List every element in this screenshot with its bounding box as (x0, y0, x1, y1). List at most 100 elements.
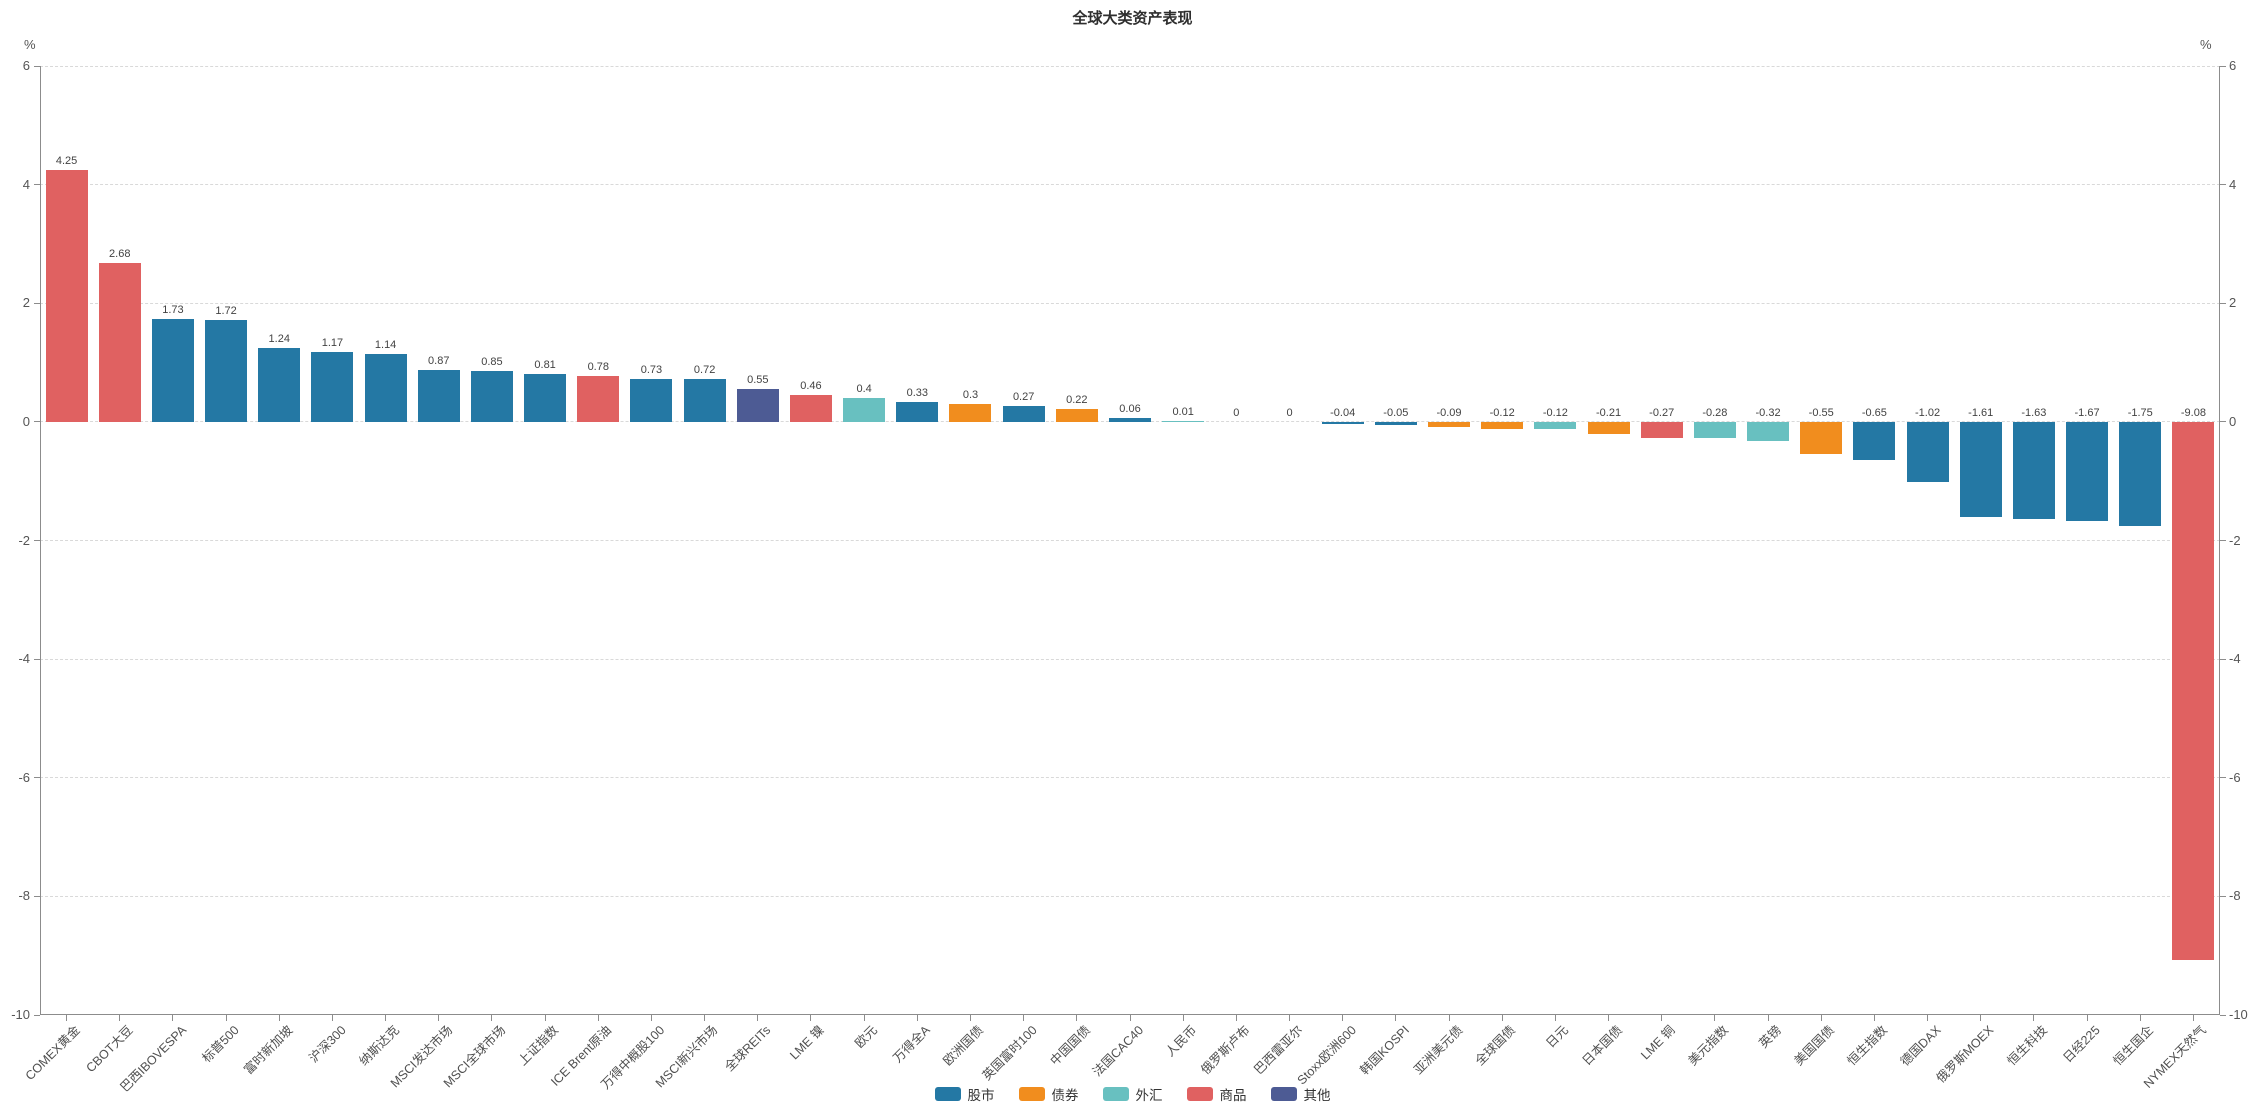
x-axis-tick (544, 1015, 546, 1021)
gridline (40, 658, 2220, 660)
bar-value-label: 1.17 (321, 337, 344, 350)
x-axis-tick (278, 1015, 280, 1021)
x-axis-tick (1235, 1015, 1237, 1021)
x-axis-category-label: LME 镍 (787, 1023, 827, 1063)
legend-item-stocks[interactable]: 股市 (934, 1084, 995, 1104)
gridline (40, 302, 2220, 304)
bar[interactable] (1481, 421, 1524, 429)
bar[interactable] (258, 348, 301, 422)
y-axis-tick-right (2220, 540, 2226, 541)
x-axis-tick (331, 1015, 333, 1021)
bar-value-label: -0.55 (1808, 406, 1834, 419)
bar[interactable] (205, 319, 248, 422)
y-axis-tick-label: -6 (18, 769, 30, 785)
bar-value-label: 2.68 (109, 247, 131, 260)
bar[interactable] (1587, 421, 1630, 435)
legend-swatch-commodities (1186, 1087, 1213, 1101)
bar-value-label: 0.73 (640, 363, 663, 376)
bar[interactable] (364, 354, 407, 422)
bar[interactable] (1800, 421, 1843, 455)
bar[interactable] (630, 378, 673, 422)
legend-item-bonds[interactable]: 债券 (1018, 1084, 1079, 1104)
y-axis-tick-left (34, 302, 40, 304)
y-axis-tick-label: 2 (2229, 295, 2237, 311)
bar-value-label: 4.25 (55, 154, 78, 167)
y-axis-tick-label: 6 (2229, 58, 2237, 73)
bar[interactable] (1693, 421, 1736, 439)
y-axis-tick-right (2220, 895, 2226, 897)
x-axis-category-label: 美国国债 (1791, 1023, 1838, 1069)
x-axis-category-label: 恒生科技 (2004, 1023, 2050, 1069)
bar[interactable] (470, 371, 513, 422)
bar[interactable] (1747, 421, 1790, 441)
x-axis-category-label: 亚洲美元债 (1410, 1023, 1465, 1078)
bar[interactable] (1428, 421, 1471, 428)
x-axis-category-label: 俄罗斯卢布 (1198, 1023, 1253, 1078)
bar[interactable] (1055, 408, 1098, 422)
y-axis-tick-label: 2 (22, 295, 30, 311)
legend-item-commodities[interactable]: 商品 (1186, 1084, 1247, 1104)
bar[interactable] (151, 319, 194, 422)
bar[interactable] (577, 375, 620, 422)
y-axis-tick-right (2220, 302, 2226, 304)
bar[interactable] (1959, 421, 2002, 518)
y-axis-tick-label: 0 (2229, 413, 2237, 429)
bar[interactable] (1853, 421, 1896, 461)
bar[interactable] (896, 402, 939, 422)
bar[interactable] (1640, 421, 1683, 438)
y-axis-tick-label: -10 (2229, 1007, 2248, 1022)
x-axis-tick (2033, 1015, 2035, 1021)
bar[interactable] (2119, 421, 2162, 526)
bar-value-label: -9.08 (2180, 406, 2206, 419)
bar[interactable] (1321, 421, 1364, 425)
bar-value-label: -0.21 (1595, 406, 1622, 419)
legend-swatch-other (1270, 1087, 1297, 1101)
bar[interactable] (524, 373, 567, 422)
x-axis-tick (2086, 1015, 2088, 1021)
x-axis-category-label: 韩国KOSPI (1357, 1023, 1412, 1078)
gridline (40, 895, 2220, 897)
y-axis-tick-right (2220, 65, 2226, 67)
legend-item-fx[interactable]: 外汇 (1102, 1084, 1163, 1104)
legend-label-fx: 外汇 (1135, 1088, 1163, 1103)
y-axis-tick-label: -4 (18, 651, 30, 667)
bar-value-label: 0.33 (906, 387, 929, 400)
x-axis-tick (810, 1015, 812, 1021)
x-axis-tick (1820, 1015, 1822, 1021)
gridline (40, 184, 2220, 186)
bar[interactable] (2066, 421, 2109, 521)
bar[interactable] (949, 404, 992, 422)
bar[interactable] (45, 169, 88, 422)
bar[interactable] (2012, 421, 2055, 519)
bar[interactable] (1534, 421, 1577, 429)
bar-value-label: -0.12 (1542, 406, 1568, 419)
bar[interactable] (789, 394, 832, 422)
bar-value-label: 0.4 (856, 383, 872, 396)
x-axis-tick (757, 1015, 759, 1021)
legend-item-other[interactable]: 其他 (1270, 1084, 1331, 1104)
bar[interactable] (1906, 421, 1949, 483)
y-axis-tick-label: -2 (2229, 532, 2241, 548)
bar[interactable] (736, 389, 779, 422)
y-axis-tick-left (34, 65, 40, 67)
bar[interactable] (1109, 418, 1151, 422)
y-axis-tick-right (2220, 1014, 2226, 1016)
bar[interactable] (683, 379, 726, 422)
bar[interactable] (1374, 421, 1417, 425)
bar-value-label: 0.85 (481, 356, 503, 369)
bar[interactable] (417, 370, 460, 422)
bar[interactable] (311, 352, 354, 422)
x-axis-tick (1182, 1015, 1184, 1021)
bar-value-label: -0.04 (1330, 406, 1356, 419)
bar[interactable] (1002, 405, 1045, 422)
bar[interactable] (1162, 421, 1205, 423)
y-axis-tick-label: 0 (22, 413, 30, 429)
bar[interactable] (2172, 421, 2215, 961)
y-axis-unit-left: % (24, 37, 36, 52)
bar[interactable] (98, 262, 141, 422)
legend-label-other: 其他 (1303, 1088, 1331, 1103)
x-axis-category-label: 沪深300 (306, 1023, 349, 1066)
x-axis-tick (916, 1015, 918, 1021)
bar[interactable] (843, 398, 886, 422)
y-axis-tick-label: -6 (2229, 769, 2241, 785)
